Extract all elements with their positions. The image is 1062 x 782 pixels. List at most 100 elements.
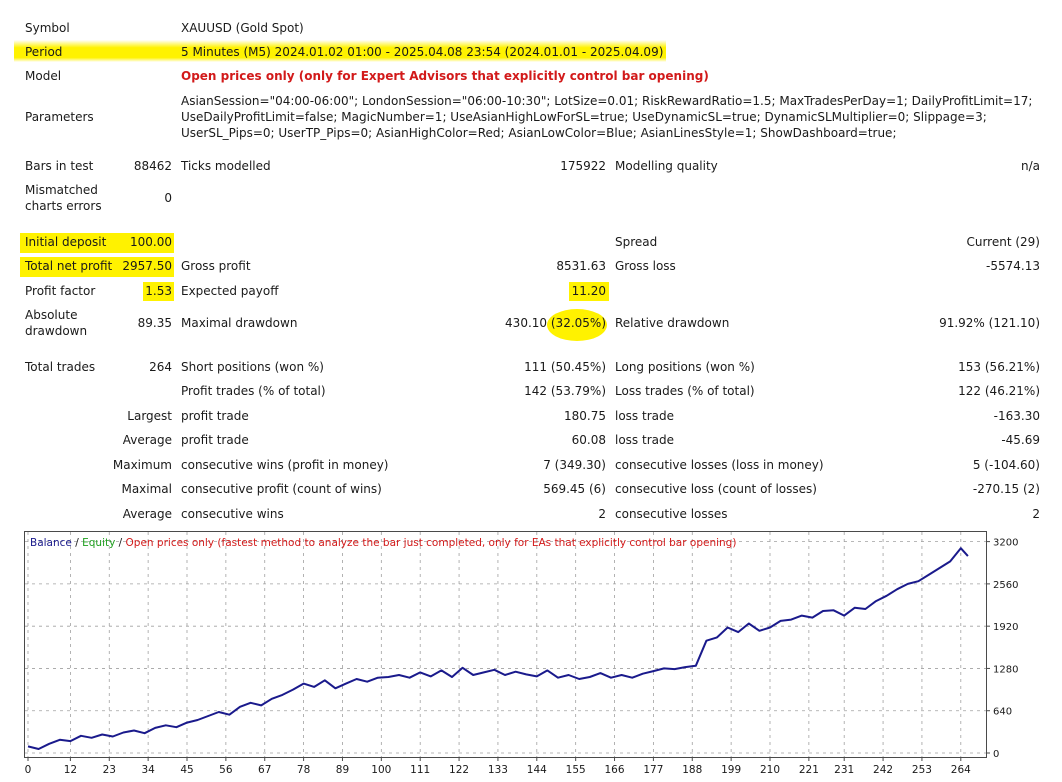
x-tick-label: 155 bbox=[566, 764, 586, 776]
ticks-label: Ticks modelled bbox=[181, 159, 271, 173]
legend-equity: Equity bbox=[82, 537, 115, 549]
long-positions-label: Long positions (won %) bbox=[615, 360, 755, 374]
loss-trades-value: 122 (46.21%) bbox=[958, 384, 1040, 398]
largest-profit-label: profit trade bbox=[181, 409, 249, 423]
maximum-label: Maximum bbox=[112, 458, 172, 472]
x-tick-label: 242 bbox=[873, 764, 893, 776]
period-label: Period bbox=[25, 45, 63, 59]
period-value: 5 Minutes (M5) 2024.01.02 01:00 - 2025.0… bbox=[181, 45, 664, 59]
chart-grid bbox=[25, 532, 986, 757]
x-tick-label: 166 bbox=[605, 764, 625, 776]
bars-label: Bars in test bbox=[25, 159, 94, 173]
x-tick-label: 144 bbox=[527, 764, 547, 776]
profit-factor-value: 1.53 bbox=[145, 284, 172, 298]
period-highlight bbox=[14, 40, 666, 62]
x-tick-label: 111 bbox=[410, 764, 430, 776]
chart-legend: Balance / Equity / Open prices only (fas… bbox=[30, 537, 736, 549]
x-tick-label: 133 bbox=[488, 764, 508, 776]
y-tick-label: 640 bbox=[993, 707, 1012, 718]
maximal-drawdown-percent: (32.05%) bbox=[550, 316, 606, 330]
x-tick-label: 89 bbox=[336, 764, 349, 776]
legend-balance: Balance bbox=[30, 537, 72, 549]
largest-loss-label: loss trade bbox=[615, 409, 674, 423]
profit-trades-value: 142 (53.79%) bbox=[524, 384, 606, 398]
x-tick-label: 12 bbox=[64, 764, 77, 776]
average-loss-value: -45.69 bbox=[1001, 433, 1040, 447]
expected-payoff-value: 11.20 bbox=[571, 284, 606, 298]
absolute-drawdown-label: drawdown bbox=[25, 324, 88, 338]
absolute-drawdown-label: Absolute bbox=[25, 308, 78, 322]
average-consecutive-wins-label: consecutive wins bbox=[181, 507, 284, 521]
y-tick-label: 1280 bbox=[993, 664, 1018, 675]
spread-value: Current (29) bbox=[966, 235, 1040, 249]
ticks-value: 175922 bbox=[560, 159, 606, 173]
average-consecutive-label: Average bbox=[122, 507, 172, 521]
chart-frame bbox=[24, 531, 987, 758]
net-profit-value: 2957.50 bbox=[122, 259, 172, 273]
net-profit-label: Total net profit bbox=[25, 259, 113, 273]
x-tick-label: 45 bbox=[180, 764, 193, 776]
parameters-line: UseDailyProfitLimit=false; MagicNumber=1… bbox=[181, 110, 987, 124]
symbol-value: XAUUSD (Gold Spot) bbox=[181, 21, 304, 35]
x-tick-label: 78 bbox=[297, 764, 310, 776]
bars-value: 88462 bbox=[133, 159, 172, 173]
y-tick-label: 3200 bbox=[993, 538, 1018, 549]
maximal-drawdown-label: Maximal drawdown bbox=[181, 316, 298, 330]
maximal-drawdown-amount: 430.10 bbox=[505, 316, 548, 330]
parameters-line: AsianSession="04:00-06:00"; LondonSessio… bbox=[181, 94, 1033, 108]
max-consecutive-wins-label: consecutive wins (profit in money) bbox=[181, 458, 389, 472]
gross-loss-value: -5574.13 bbox=[986, 259, 1040, 273]
x-tick-label: 188 bbox=[682, 764, 702, 776]
x-tick-label: 231 bbox=[834, 764, 854, 776]
balance-series-line bbox=[27, 547, 969, 750]
largest-loss-value: -163.30 bbox=[993, 409, 1040, 423]
legend-separator: / bbox=[115, 537, 125, 549]
y-axis: 0 640 1280 1920 2560 3200 bbox=[986, 538, 1018, 760]
gross-profit-label: Gross profit bbox=[181, 259, 251, 273]
quality-label: Modelling quality bbox=[615, 159, 718, 173]
gross-loss-label: Gross loss bbox=[615, 259, 676, 273]
maximal-consecutive-profit-value: 569.45 (6) bbox=[543, 482, 606, 496]
x-tick-label: 34 bbox=[141, 764, 155, 776]
x-tick-label: 67 bbox=[258, 764, 271, 776]
average-label: Average bbox=[122, 433, 172, 447]
max-consecutive-losses-value: 5 (-104.60) bbox=[972, 458, 1040, 472]
relative-drawdown-value: 91.92% (121.10) bbox=[939, 316, 1040, 330]
spread-label: Spread bbox=[615, 235, 658, 249]
x-axis: 0 12 23 34 45 56 67 78 89 100 111 122 133 144 155 166 17… bbox=[25, 757, 971, 776]
max-consecutive-losses-label: consecutive losses (loss in money) bbox=[615, 458, 824, 472]
mismatch-label: charts errors bbox=[25, 199, 102, 213]
average-profit-value: 60.08 bbox=[571, 433, 606, 447]
x-tick-label: 177 bbox=[643, 764, 663, 776]
parameters-line: UserSL_Pips=0; UserTP_Pips=0; AsianHighC… bbox=[181, 126, 897, 140]
short-positions-label: Short positions (won %) bbox=[181, 360, 324, 374]
average-consecutive-losses-label: consecutive losses bbox=[615, 507, 728, 521]
parameters-label: Parameters bbox=[25, 110, 94, 124]
long-positions-value: 153 (56.21%) bbox=[958, 360, 1040, 374]
legend-model: Open prices only (fastest method to anal… bbox=[126, 537, 737, 549]
maximal-drawdown-value: 430.10 (32.05%) bbox=[400, 315, 606, 331]
total-trades-value: 264 bbox=[149, 360, 172, 374]
max-consecutive-wins-value: 7 (349.30) bbox=[543, 458, 606, 472]
x-tick-label: 199 bbox=[721, 764, 741, 776]
loss-trades-label: Loss trades (% of total) bbox=[615, 384, 755, 398]
profit-trades-label: Profit trades (% of total) bbox=[181, 384, 326, 398]
gross-profit-value: 8531.63 bbox=[556, 259, 606, 273]
symbol-label: Symbol bbox=[25, 21, 70, 35]
absolute-drawdown-value: 89.35 bbox=[137, 316, 172, 330]
payoff-highlight bbox=[569, 282, 609, 301]
average-consecutive-losses-value: 2 bbox=[1032, 507, 1040, 521]
y-tick-label: 2560 bbox=[993, 580, 1018, 591]
maximal-consecutive-loss-label: consecutive loss (count of losses) bbox=[615, 482, 817, 496]
expected-payoff-label: Expected payoff bbox=[181, 284, 279, 298]
short-positions-value: 111 (50.45%) bbox=[524, 360, 606, 374]
net-profit-highlight bbox=[20, 257, 174, 277]
maximal-consecutive-profit-label: consecutive profit (count of wins) bbox=[181, 482, 382, 496]
profit-factor-label: Profit factor bbox=[25, 284, 96, 298]
mismatch-label: Mismatched bbox=[25, 183, 98, 197]
deposit-highlight bbox=[20, 233, 174, 253]
average-profit-label: profit trade bbox=[181, 433, 249, 447]
x-tick-label: 122 bbox=[449, 764, 469, 776]
maximal-consecutive-loss-value: -270.15 (2) bbox=[972, 482, 1040, 496]
x-tick-label: 23 bbox=[103, 764, 116, 776]
